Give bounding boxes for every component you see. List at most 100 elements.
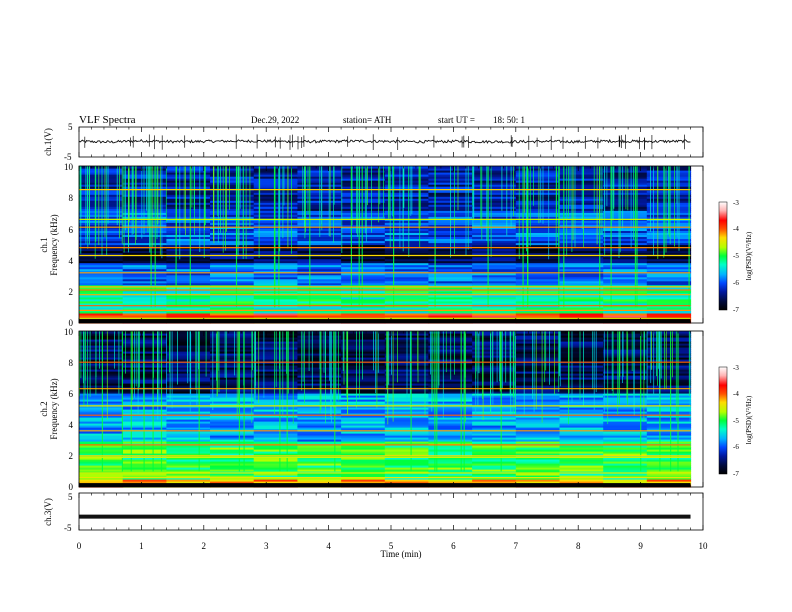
ch2-spectrogram-cell	[210, 337, 255, 340]
ch1-spectrogram-cell	[341, 266, 386, 270]
ch2-spectrogram-cell	[341, 435, 386, 438]
ch2-spectrogram-cell	[341, 345, 386, 348]
ch2-spectrogram-cell	[559, 333, 604, 336]
ch1-spectrogram-cell	[253, 172, 298, 175]
ch2-spectrogram-cell	[122, 341, 167, 344]
ch1-spectrogram-cell	[384, 258, 430, 262]
ch1-spectrogram-cell	[428, 296, 473, 300]
ch2-spectrogram-cell	[166, 461, 211, 464]
ch2-spectrogram-cell	[515, 469, 561, 472]
ch2-spectrogram-cell	[210, 417, 255, 420]
ch1-spectrogram-cell	[603, 310, 648, 314]
ch2-spectrogram-cell	[603, 431, 648, 434]
ch2-spectrogram-cell	[297, 445, 342, 448]
ch2-spectrogram-cell	[122, 379, 167, 382]
ch1-spectrogram-cell	[166, 204, 211, 207]
ch1-spectrogram-cell	[472, 206, 517, 209]
ch1-spectrogram-cell	[472, 210, 517, 213]
ch2-spectrogram-cell	[79, 461, 124, 464]
ch2-spectrogram-cell	[297, 459, 342, 462]
ch2-spectrogram-cell	[603, 409, 648, 412]
ch2-spectrogram-cell	[297, 411, 342, 414]
ch1-spectrogram-cell	[341, 198, 386, 201]
ch2-spectrogram-cell	[646, 411, 692, 414]
ch2-spectrogram-cell	[603, 349, 648, 352]
ch1-spectrogram-cell	[646, 310, 692, 314]
ch1-spectrogram-cell	[253, 216, 298, 219]
ch1-spectrogram-cell	[384, 174, 430, 177]
ch2-spectrogram-cell	[559, 451, 604, 454]
ch1-spectrogram-cell	[646, 262, 692, 266]
ch2-spectrogram-cell	[253, 467, 298, 470]
ch2-spectrogram-cell	[603, 377, 648, 380]
ch2-spectrogram-cell	[515, 393, 561, 396]
ch2-spectrogram-cell	[122, 331, 167, 334]
ch1-spectrogram-cell	[515, 296, 561, 300]
ch2-spectrogram-cell	[341, 481, 386, 484]
ch1-spectrogram-cell	[559, 224, 604, 227]
ch2-spectrogram-cell	[384, 401, 430, 404]
ch2-spectrogram-cell	[384, 465, 430, 468]
ch1-spectrogram-cell	[210, 274, 255, 278]
ch1-spectrogram-cell	[646, 290, 692, 294]
ch1-spectrogram-cell	[341, 258, 386, 262]
ch2-spectrogram-cell	[253, 393, 298, 396]
ch2-spectrogram-cell	[79, 409, 124, 412]
ch2-spectrogram-cell	[79, 357, 124, 360]
ch1-spectrogram-cell	[384, 242, 430, 246]
ch2-spectrogram-cell	[166, 463, 211, 466]
ch1-spectrogram-cell	[253, 266, 298, 270]
ch2-spectrogram-cell	[253, 469, 298, 472]
ch1-spectrogram-cell	[603, 212, 648, 215]
ch1-spectrogram-cell	[79, 312, 124, 316]
ch1-spectrogram-cell	[297, 260, 342, 264]
ch2-spectrogram-cell	[646, 377, 692, 380]
ch2-spectrogram-cell	[603, 381, 648, 384]
ch1-spectrogram-cell	[384, 268, 430, 272]
ch1-spectrogram-cell	[253, 262, 298, 266]
date-label: Dec.29, 2022	[251, 115, 299, 125]
ch1-ylabel-channel: ch.1	[39, 237, 49, 252]
ch1-spectrogram-cell	[384, 244, 430, 248]
ch1-spectrogram-cell	[253, 166, 298, 169]
ch2-spectrogram-cell	[515, 389, 561, 392]
ch1-spectrogram-cell	[472, 270, 517, 274]
ch2-spectrogram-cell	[297, 439, 342, 442]
ch2-spectrogram-cell	[122, 437, 167, 440]
ch1-spectrogram-cell	[646, 258, 692, 262]
ch2-spectrogram-cell	[515, 411, 561, 414]
ch2-spectrogram-cell	[603, 403, 648, 406]
ch1-spectrogram-cell	[384, 220, 430, 223]
ch1-spectrogram-cell	[428, 290, 473, 294]
ch2-spectrogram-cell	[515, 371, 561, 374]
ch1-spectrogram-cell	[515, 236, 561, 239]
ch1-colorbar-gradient	[718, 201, 728, 311]
ch2-spectrogram-cell	[210, 469, 255, 472]
ch1-spectrogram-cell	[428, 298, 473, 302]
ch1-spectrogram-cell	[341, 170, 386, 173]
ch2-spectrogram-cell	[122, 413, 167, 416]
ch1-spectrogram-cell	[384, 266, 430, 270]
ch2-spectrogram-cell	[428, 379, 473, 382]
ch1-spectrogram-cell	[603, 268, 648, 272]
ch1-spectrogram-cell	[515, 198, 561, 201]
ch2-spectrogram-cell	[297, 465, 342, 468]
ch2-spectrogram-cell	[559, 401, 604, 404]
ch2-spectrogram-cell	[515, 425, 561, 428]
ch2-spectrogram-cell	[603, 427, 648, 430]
ch1-spectrogram-cell	[428, 258, 473, 262]
ch1-spectrogram-cell	[79, 180, 124, 183]
ch1-spectrogram-cell	[253, 180, 298, 183]
ch2-spectrogram-cell	[166, 459, 211, 462]
ch2-spectrogram-cell	[472, 417, 517, 420]
ch1-spectrogram-cell	[559, 278, 604, 282]
ch2-spectrogram-cell	[341, 441, 386, 444]
ch2-spectrogram-cell	[79, 393, 124, 396]
ch2-spectrogram-cell	[297, 477, 342, 480]
x-tick-label: 3	[264, 541, 269, 551]
ch1-spectrogram-cell	[384, 276, 430, 280]
ch2-spectrogram-cell	[341, 453, 386, 456]
ch1-spectrogram-cell	[515, 294, 561, 298]
ch2-spectrogram-cell	[122, 337, 167, 340]
ch1-spectrogram-cell	[472, 192, 517, 195]
